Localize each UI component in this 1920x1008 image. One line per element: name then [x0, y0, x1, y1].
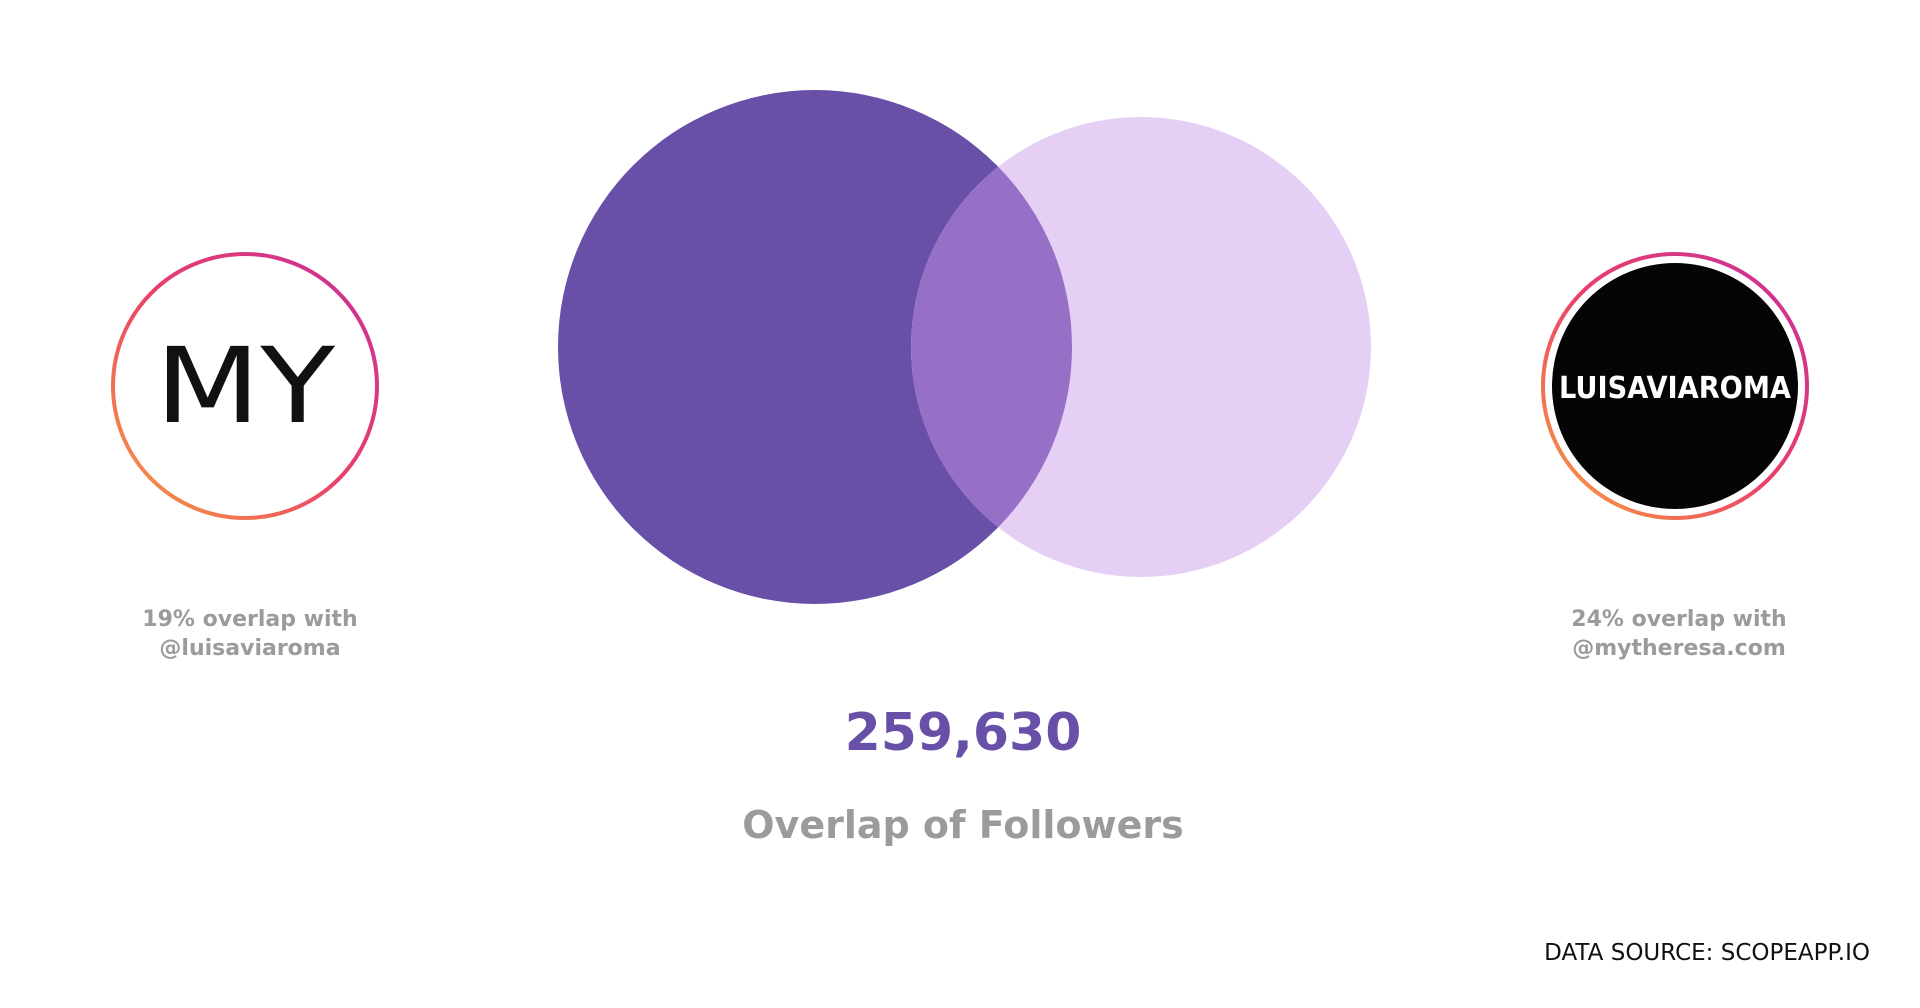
overlap-label: Overlap of Followers [742, 803, 1183, 847]
right-caption: 24% overlap with [1571, 607, 1786, 632]
right-logo: LUISAVIAROMA [1559, 371, 1792, 406]
right-logo-bg [1552, 263, 1798, 509]
left-logo: MY [155, 325, 336, 447]
venn-overlap [911, 117, 1072, 577]
right-caption: @mytheresa.com [1572, 636, 1786, 661]
left-caption: 19% overlap with [142, 607, 357, 632]
left-caption: @luisaviaroma [159, 636, 340, 661]
data-source: DATA SOURCE: SCOPEAPP.IO [1544, 940, 1870, 966]
overlap-value: 259,630 [845, 703, 1082, 763]
venn-left [558, 90, 1072, 604]
left-logo-ring [111, 252, 379, 520]
